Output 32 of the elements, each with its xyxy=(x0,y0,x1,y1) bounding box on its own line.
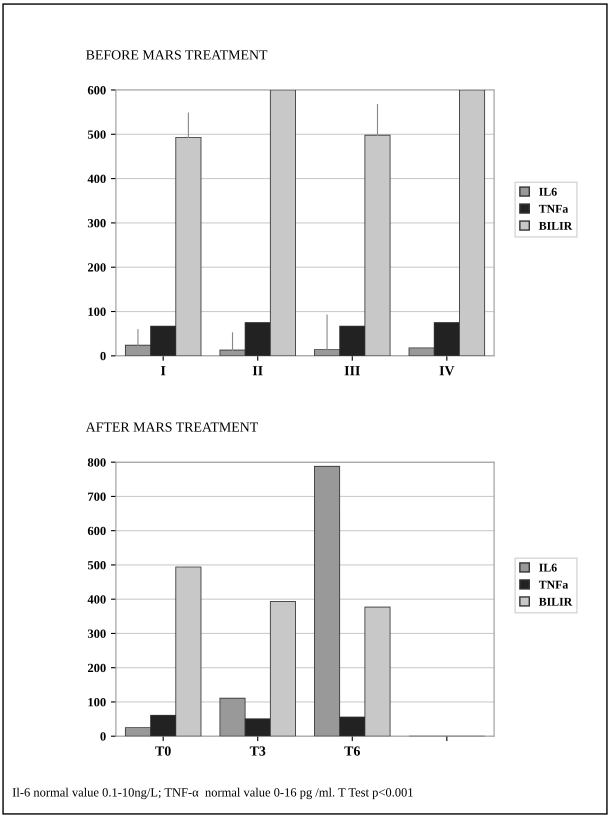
legend-label: IL6 xyxy=(539,188,557,196)
legend-label: BILIR xyxy=(538,598,572,606)
legend-label: BILIR xyxy=(538,222,572,230)
text: Il-6 normal value 0.1-10ng/L; TNF-α normal value 0-16 pg /ml. T Test p<0.001 xyxy=(12,788,413,800)
y-tick-label: 300 xyxy=(88,629,106,638)
x-tick-label: T6 xyxy=(344,746,360,756)
y-tick-label: 300 xyxy=(88,218,106,228)
x-tick-label: I xyxy=(160,366,166,376)
legend-label: TNFa xyxy=(538,580,568,589)
y-tick-label: 200 xyxy=(88,263,106,272)
legend-label: TNFa xyxy=(538,204,568,213)
y-tick-label: 500 xyxy=(88,130,106,139)
y-tick-label: 400 xyxy=(88,595,106,604)
y-tick-label: 100 xyxy=(88,308,106,316)
x-tick-label: T0 xyxy=(155,746,171,756)
y-tick-label: 600 xyxy=(88,526,106,536)
chart-title: BEFORE MARS TREATMENT xyxy=(86,50,268,60)
x-tick-label: III xyxy=(344,366,360,376)
chart-title: AFTER MARS TREATMENT xyxy=(86,422,258,432)
y-tick-label: 400 xyxy=(88,174,106,184)
y-tick-label: 500 xyxy=(88,560,106,570)
x-tick-label: II xyxy=(252,366,263,376)
y-tick-label: 0 xyxy=(100,732,106,741)
x-tick-label: IV xyxy=(440,366,454,376)
y-tick-label: 0 xyxy=(100,352,106,360)
y-tick-label: 200 xyxy=(88,664,106,672)
y-tick-label: 100 xyxy=(88,698,106,706)
legend-label: IL6 xyxy=(539,564,557,572)
y-tick-label: 800 xyxy=(88,458,106,467)
x-tick-label: T3 xyxy=(250,746,266,756)
y-tick-label: 600 xyxy=(88,86,106,94)
y-tick-label: 700 xyxy=(88,492,106,501)
